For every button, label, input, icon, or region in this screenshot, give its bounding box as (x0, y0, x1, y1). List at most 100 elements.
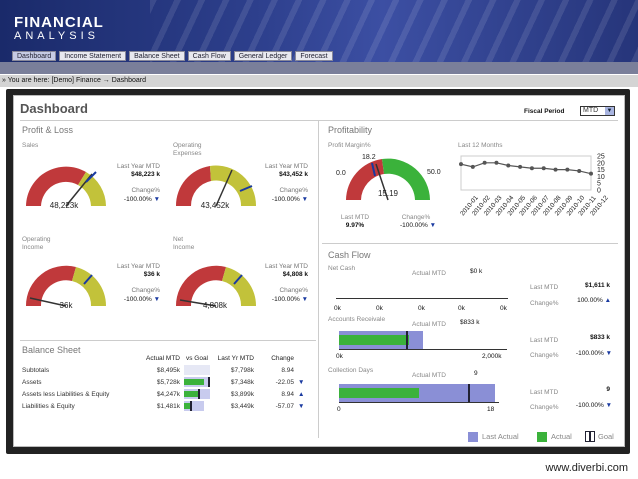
row-arrow-icon: ▼ (298, 378, 305, 386)
table-row[interactable]: Liabilities & Equity $1,481k $3,449k -57… (20, 400, 308, 412)
cd-last: 9 (606, 386, 610, 393)
opinc-label-1: Operating (22, 236, 51, 243)
cd-actual-label: Actual MTD (412, 372, 446, 379)
double-chevron-icon: » (2, 77, 8, 84)
row-vs-goal (182, 400, 212, 412)
row-name: Subtotals (22, 366, 50, 374)
cd-actual: 9 (474, 370, 478, 377)
balance-title: Balance Sheet (22, 345, 81, 355)
profit-change-label: Change% (401, 214, 431, 221)
actual-bar (339, 335, 409, 345)
ar-last: $833 k (590, 334, 610, 341)
sales-last-year: $48,223 k (131, 171, 160, 178)
tab-dashboard[interactable]: Dashboard (12, 51, 57, 61)
net-cash-change-label: Change% (530, 300, 559, 307)
tab-income-statement[interactable]: Income Statement (59, 51, 127, 61)
y-tick-label: 10 (597, 174, 605, 181)
divider-top (20, 120, 618, 121)
series-line (460, 162, 592, 175)
cd-last-label: Last MTD (530, 389, 559, 396)
sales-change: -100.00% (123, 196, 152, 203)
table-row[interactable]: Subtotals $8,495k $7,798k 8.94 (20, 364, 308, 376)
gauge-goal-marker (83, 274, 93, 285)
row-change: 8.94 (281, 390, 294, 398)
ar-tick: 0k (336, 353, 343, 360)
pl-title: Profit & Loss (22, 125, 74, 135)
y-tick-label: 0 (597, 188, 601, 195)
gauge-red-band (175, 166, 211, 206)
legend-goal-swatch (585, 431, 595, 442)
last-12-months-chart: 25201510502010-012010-022010-032010-0420… (459, 154, 610, 217)
ar-actual-label: Actual MTD (412, 321, 446, 328)
data-point (459, 162, 463, 167)
opinc-value: 36k (59, 301, 73, 310)
sales-gauge (26, 166, 106, 207)
gauge-red-band (26, 166, 86, 206)
net-cash-actual-label: Actual MTD (412, 270, 446, 277)
data-point (541, 166, 546, 171)
row-arrow-icon (296, 364, 308, 376)
cashflow-title: Cash Flow (328, 250, 371, 260)
netinc-last-year-label: Last Year MTD (265, 263, 308, 270)
profitability-title: Profitability (328, 125, 373, 135)
data-point (482, 160, 487, 165)
net-cash-actual: $0 k (470, 268, 483, 275)
profit-margin-gauge (346, 158, 430, 201)
row-actual: $1,481k (156, 402, 180, 410)
dashboard-panel (13, 95, 625, 447)
down-arrow-icon: ▼ (605, 350, 612, 357)
gauge-yellow-band (78, 172, 106, 206)
down-arrow-icon: ▼ (605, 402, 612, 409)
row-arrow-icon: ▼ (298, 402, 305, 410)
net-cash-label: Net Cash (328, 265, 356, 272)
net-cash-last-label: Last MTD (530, 284, 559, 291)
net-cash-axis (336, 298, 508, 299)
tab-general-ledger[interactable]: General Ledger (233, 51, 293, 61)
netinc-gauge (175, 265, 257, 307)
goal-marker (406, 331, 409, 349)
col-actual: Actual MTD (146, 354, 180, 362)
opex-last-year-label: Last Year MTD (265, 163, 308, 170)
netinc-label-2: Income (173, 244, 195, 251)
sales-last-year-label: Last Year MTD (117, 163, 160, 170)
chevron-down-icon[interactable]: ▼ (605, 107, 614, 115)
opex-change-label: Change% (279, 187, 308, 194)
sub-toolbar (0, 62, 638, 74)
row-last: $3,899k (230, 390, 254, 398)
gauge-needle (29, 297, 67, 307)
row-actual: $4,247k (156, 390, 180, 398)
net-cash-tick: 0k (458, 305, 465, 312)
opinc-last-year-label: Last Year MTD (117, 263, 160, 270)
data-point (506, 163, 511, 168)
divider-cashflow (322, 243, 618, 244)
y-tick-label: 15 (597, 167, 605, 174)
tab-balance-sheet[interactable]: Balance Sheet (129, 51, 185, 61)
ar-change: -100.00% (575, 350, 604, 357)
tab-forecast[interactable]: Forecast (295, 51, 333, 61)
tab-cash-flow[interactable]: Cash Flow (187, 51, 231, 61)
table-row[interactable]: Assets less Liabilities & Equity $4,247k… (20, 388, 308, 400)
chart-plot-area (460, 155, 592, 191)
table-row[interactable]: Assets $5,728k $7,348k -22.05 ▼ (20, 376, 308, 388)
page-title: Dashboard (20, 101, 88, 116)
netinc-last-year: $4,808 k (282, 271, 308, 278)
gauge-needle (215, 169, 233, 207)
row-name: Liabilities & Equity (22, 402, 75, 410)
breadcrumb-text: You are here: [Demo] Finance → Dashboard (7, 77, 146, 84)
opinc-last-year: $36 k (143, 271, 160, 278)
opex-label-1: Operating (173, 142, 202, 149)
legend-actual: Actual (551, 432, 572, 441)
legend-actual-swatch (537, 432, 547, 442)
cd-axis (339, 402, 499, 403)
last-12-months-label: Last 12 Months (458, 142, 503, 149)
row-last: $3,449k (230, 402, 254, 410)
gauge-red-band (25, 265, 77, 306)
app-subtitle: ANALYSIS (14, 30, 99, 42)
footer-url: www.diverbi.com (545, 462, 628, 474)
data-point (565, 167, 570, 172)
fiscal-period-select[interactable]: MTD ▼ (580, 106, 615, 116)
cd-label: Collection Days (328, 367, 374, 374)
opex-label: Operating Expenses (173, 142, 202, 158)
gauge-max: 50.0 (427, 169, 441, 176)
data-point (553, 167, 558, 172)
